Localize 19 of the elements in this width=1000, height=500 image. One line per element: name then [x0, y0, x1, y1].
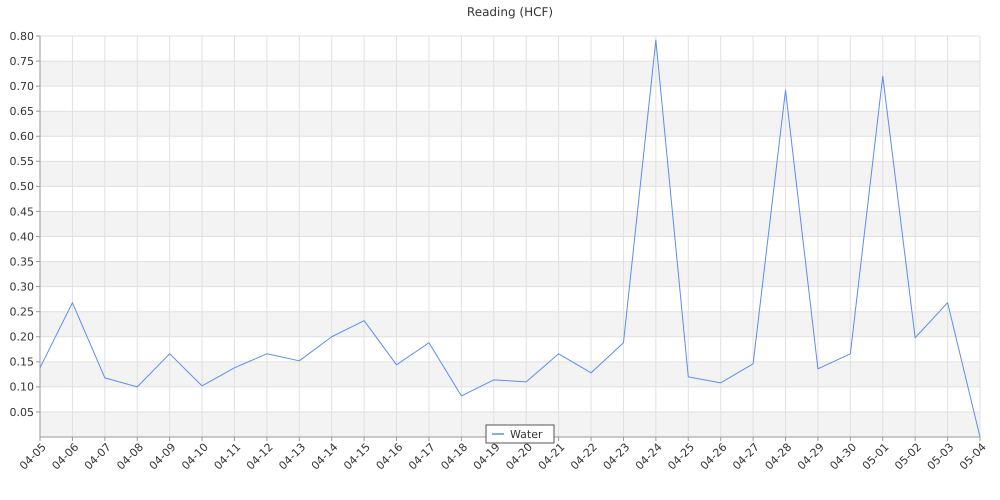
y-tick-label: 0.20: [10, 330, 34, 344]
y-tick-label: 0.50: [10, 180, 34, 194]
y-tick-label: 0.45: [10, 205, 34, 218]
y-tick-label: 0.75: [10, 54, 34, 68]
y-tick-label: 0.80: [10, 30, 34, 43]
y-tick-label: 0.35: [10, 255, 34, 268]
y-tick-label: 0.65: [10, 105, 34, 118]
chart-title: Reading (HCF): [466, 5, 554, 19]
y-tick-label: 0.40: [10, 230, 34, 244]
y-tick-label: 0.60: [10, 130, 34, 144]
y-tick-label: 0.25: [10, 306, 34, 319]
y-tick-label: 0.10: [10, 380, 34, 394]
y-tick-label: 0.15: [10, 356, 34, 369]
y-tick-label: 0.05: [10, 406, 34, 419]
line-series: [40, 40, 980, 438]
legend-label: Water: [510, 428, 543, 441]
y-tick-label: 0.55: [10, 155, 34, 168]
y-tick-label: 0.70: [10, 80, 34, 93]
y-tick-label: 0.30: [10, 280, 34, 294]
